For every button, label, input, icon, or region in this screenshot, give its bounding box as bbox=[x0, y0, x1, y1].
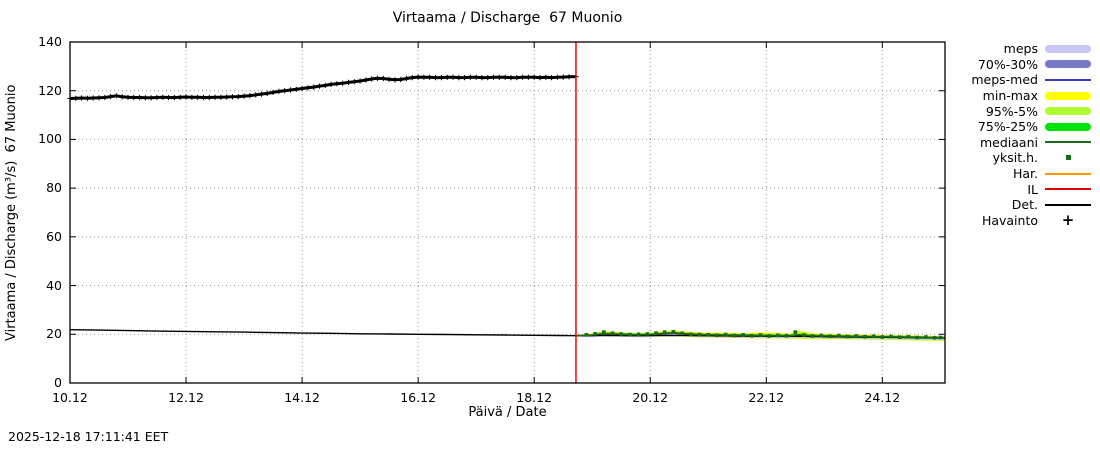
y-tick-label: 140 bbox=[38, 34, 62, 49]
line-swatch-icon bbox=[1044, 188, 1092, 191]
line-swatch-icon bbox=[1044, 78, 1092, 81]
legend-label: yksit.h. bbox=[992, 150, 1038, 166]
y-tick-label: 40 bbox=[46, 277, 62, 293]
line-havainto bbox=[69, 75, 577, 100]
legend-label: 70%-30% bbox=[977, 56, 1038, 72]
line-sample bbox=[1045, 172, 1091, 175]
y-tick-label: 20 bbox=[46, 326, 62, 342]
legend-label: meps bbox=[1003, 41, 1038, 57]
band-sample bbox=[1045, 107, 1091, 116]
line-swatch-icon bbox=[1044, 172, 1092, 175]
band-swatch-icon bbox=[1044, 122, 1092, 131]
y-tick-label: 0 bbox=[54, 375, 62, 390]
legend-item-det: Det. bbox=[971, 197, 1092, 213]
legend-label: Havainto bbox=[981, 212, 1038, 228]
x-tick-label: 20.12 bbox=[632, 390, 669, 405]
x-tick-label: 14.12 bbox=[284, 390, 320, 405]
plus-swatch-icon: + bbox=[1044, 211, 1092, 230]
band-sample bbox=[1045, 91, 1091, 100]
legend-label: IL bbox=[1027, 181, 1038, 197]
band-sample bbox=[1045, 44, 1091, 53]
square-sample bbox=[1065, 155, 1071, 161]
line-swatch-icon bbox=[1044, 141, 1092, 144]
y-tick-label: 100 bbox=[38, 131, 62, 147]
generated-timestamp: 2025-12-18 17:11:41 EET bbox=[8, 429, 169, 444]
legend-item-meps: meps bbox=[971, 41, 1092, 57]
x-tick-label: 18.12 bbox=[516, 390, 553, 405]
band-sample bbox=[1045, 60, 1091, 69]
legend-label: meps-med bbox=[971, 72, 1038, 88]
legend-label: mediaani bbox=[980, 134, 1038, 150]
band-sample bbox=[1045, 122, 1091, 131]
legend-label: min-max bbox=[982, 88, 1038, 104]
legend-item-yksit-h: yksit.h. bbox=[971, 150, 1092, 166]
chart-title: Virtaama / Discharge 67 Muonio bbox=[392, 10, 623, 26]
legend-label: Har. bbox=[1012, 166, 1038, 182]
y-tick-label: 80 bbox=[46, 180, 62, 196]
x-tick-label: 10.12 bbox=[52, 390, 88, 405]
band-swatch-icon bbox=[1044, 44, 1092, 53]
square-swatch-icon bbox=[1044, 155, 1092, 161]
y-tick-label: 60 bbox=[46, 228, 62, 244]
x-tick-label: 22.12 bbox=[748, 390, 785, 405]
legend: meps 70%-30% meps-med min-max 95%-5% 75%-25% m… bbox=[971, 41, 1092, 228]
x-axis-label: Päivä / Date bbox=[468, 405, 547, 420]
legend-item-mediaani: mediaani bbox=[971, 135, 1092, 151]
line-sample bbox=[1045, 141, 1091, 144]
band-swatch-icon bbox=[1044, 91, 1092, 100]
x-tick-label: 12.12 bbox=[168, 390, 204, 405]
legend-label: Det. bbox=[1011, 197, 1038, 213]
legend-item-il: IL bbox=[971, 181, 1092, 197]
y-tick-label: 120 bbox=[38, 82, 62, 98]
line-swatch-icon bbox=[1044, 203, 1092, 206]
band-swatch-icon bbox=[1044, 107, 1092, 116]
band-swatch-icon bbox=[1044, 60, 1092, 69]
plot-border bbox=[69, 41, 946, 384]
legend-item-meps-med: meps-med bbox=[971, 72, 1092, 88]
line-sample bbox=[1045, 188, 1091, 191]
x-tick-label: 16.12 bbox=[400, 390, 437, 405]
legend-item-70-30: 70%-30% bbox=[971, 57, 1092, 73]
plus-sample: + bbox=[1061, 211, 1075, 230]
legend-item-havainto: Havainto + bbox=[971, 213, 1092, 229]
markers-havainto bbox=[67, 74, 579, 102]
legend-item-har: Har. bbox=[971, 166, 1092, 182]
line-sample bbox=[1045, 78, 1091, 81]
legend-item-75-25: 75%-25% bbox=[971, 119, 1092, 135]
legend-label: 95%-5% bbox=[985, 103, 1038, 119]
line-sample bbox=[1045, 203, 1091, 206]
legend-item-95-5: 95%-5% bbox=[971, 103, 1092, 119]
x-tick-label: 24.12 bbox=[864, 390, 901, 405]
markers-yksith bbox=[584, 330, 943, 340]
legend-item-min-max: min-max bbox=[971, 88, 1092, 104]
legend-label: 75%-25% bbox=[977, 119, 1038, 135]
